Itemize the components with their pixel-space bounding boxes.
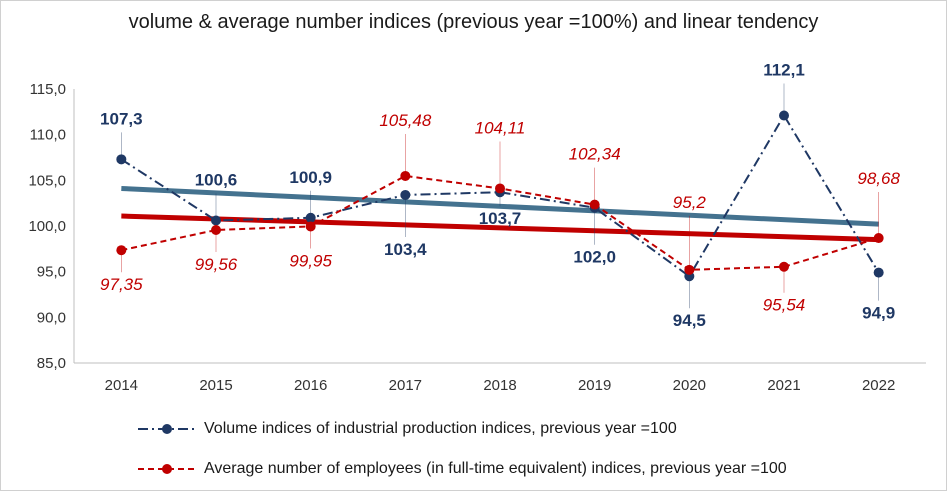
chart-title: volume & average number indices (previou… [128,11,819,33]
data-label-volume: 100,6 [195,171,238,190]
data-label-employees: 99,95 [289,251,332,270]
y-tick-label: 95,0 [37,264,66,281]
data-label-volume: 102,0 [573,248,616,267]
data-label-employees: 97,35 [100,275,143,294]
x-tick-label: 2020 [673,377,706,394]
y-tick-label: 85,0 [37,355,66,372]
legend-entry-employees: Average number of employees (in full-tim… [136,449,936,489]
x-tick-label: 2014 [105,377,138,394]
data-label-employees: 102,34 [569,145,621,164]
x-tick-label: 2019 [578,377,611,394]
x-tick-label: 2021 [767,377,800,394]
y-tick-label: 100,0 [28,218,66,235]
data-label-employees: 98,68 [857,169,900,188]
trendline-volume [121,185,879,227]
data-label-volume: 94,5 [673,311,706,330]
legend-swatch-volume [138,424,196,434]
legend-swatch-employees [138,464,196,474]
x-tick-label: 2022 [862,377,895,394]
data-label-employees: 95,54 [763,296,806,315]
y-tick-label: 90,0 [37,309,66,326]
x-tick-label: 2016 [294,377,327,394]
data-label-volume: 94,9 [862,304,895,323]
x-tick-label: 2017 [389,377,422,394]
series-line-volume [120,113,880,278]
data-label-employees: 105,48 [379,111,432,130]
x-tick-label: 2015 [199,377,232,394]
legend-label-volume: Volume indices of industrial production … [204,420,677,437]
data-label-volume: 107,3 [100,109,143,128]
legend-label-employees: Average number of employees (in full-tim… [204,460,787,477]
y-tick-label: 110,0 [30,127,66,144]
legend-entry-volume: Volume indices of industrial production … [136,409,936,449]
legend: Volume indices of industrial production … [136,409,936,489]
data-label-employees: 95,2 [673,193,707,212]
data-label-employees: 99,56 [195,255,238,274]
data-label-volume: 112,1 [763,60,805,79]
data-label-volume: 103,7 [479,209,522,228]
y-tick-label: 115,0 [30,81,66,98]
data-label-employees: 104,11 [475,118,526,137]
y-tick-label: 105,0 [28,172,66,189]
data-label-volume: 100,9 [289,168,332,187]
data-label-volume: 103,4 [384,240,427,259]
x-tick-label: 2018 [483,377,516,394]
